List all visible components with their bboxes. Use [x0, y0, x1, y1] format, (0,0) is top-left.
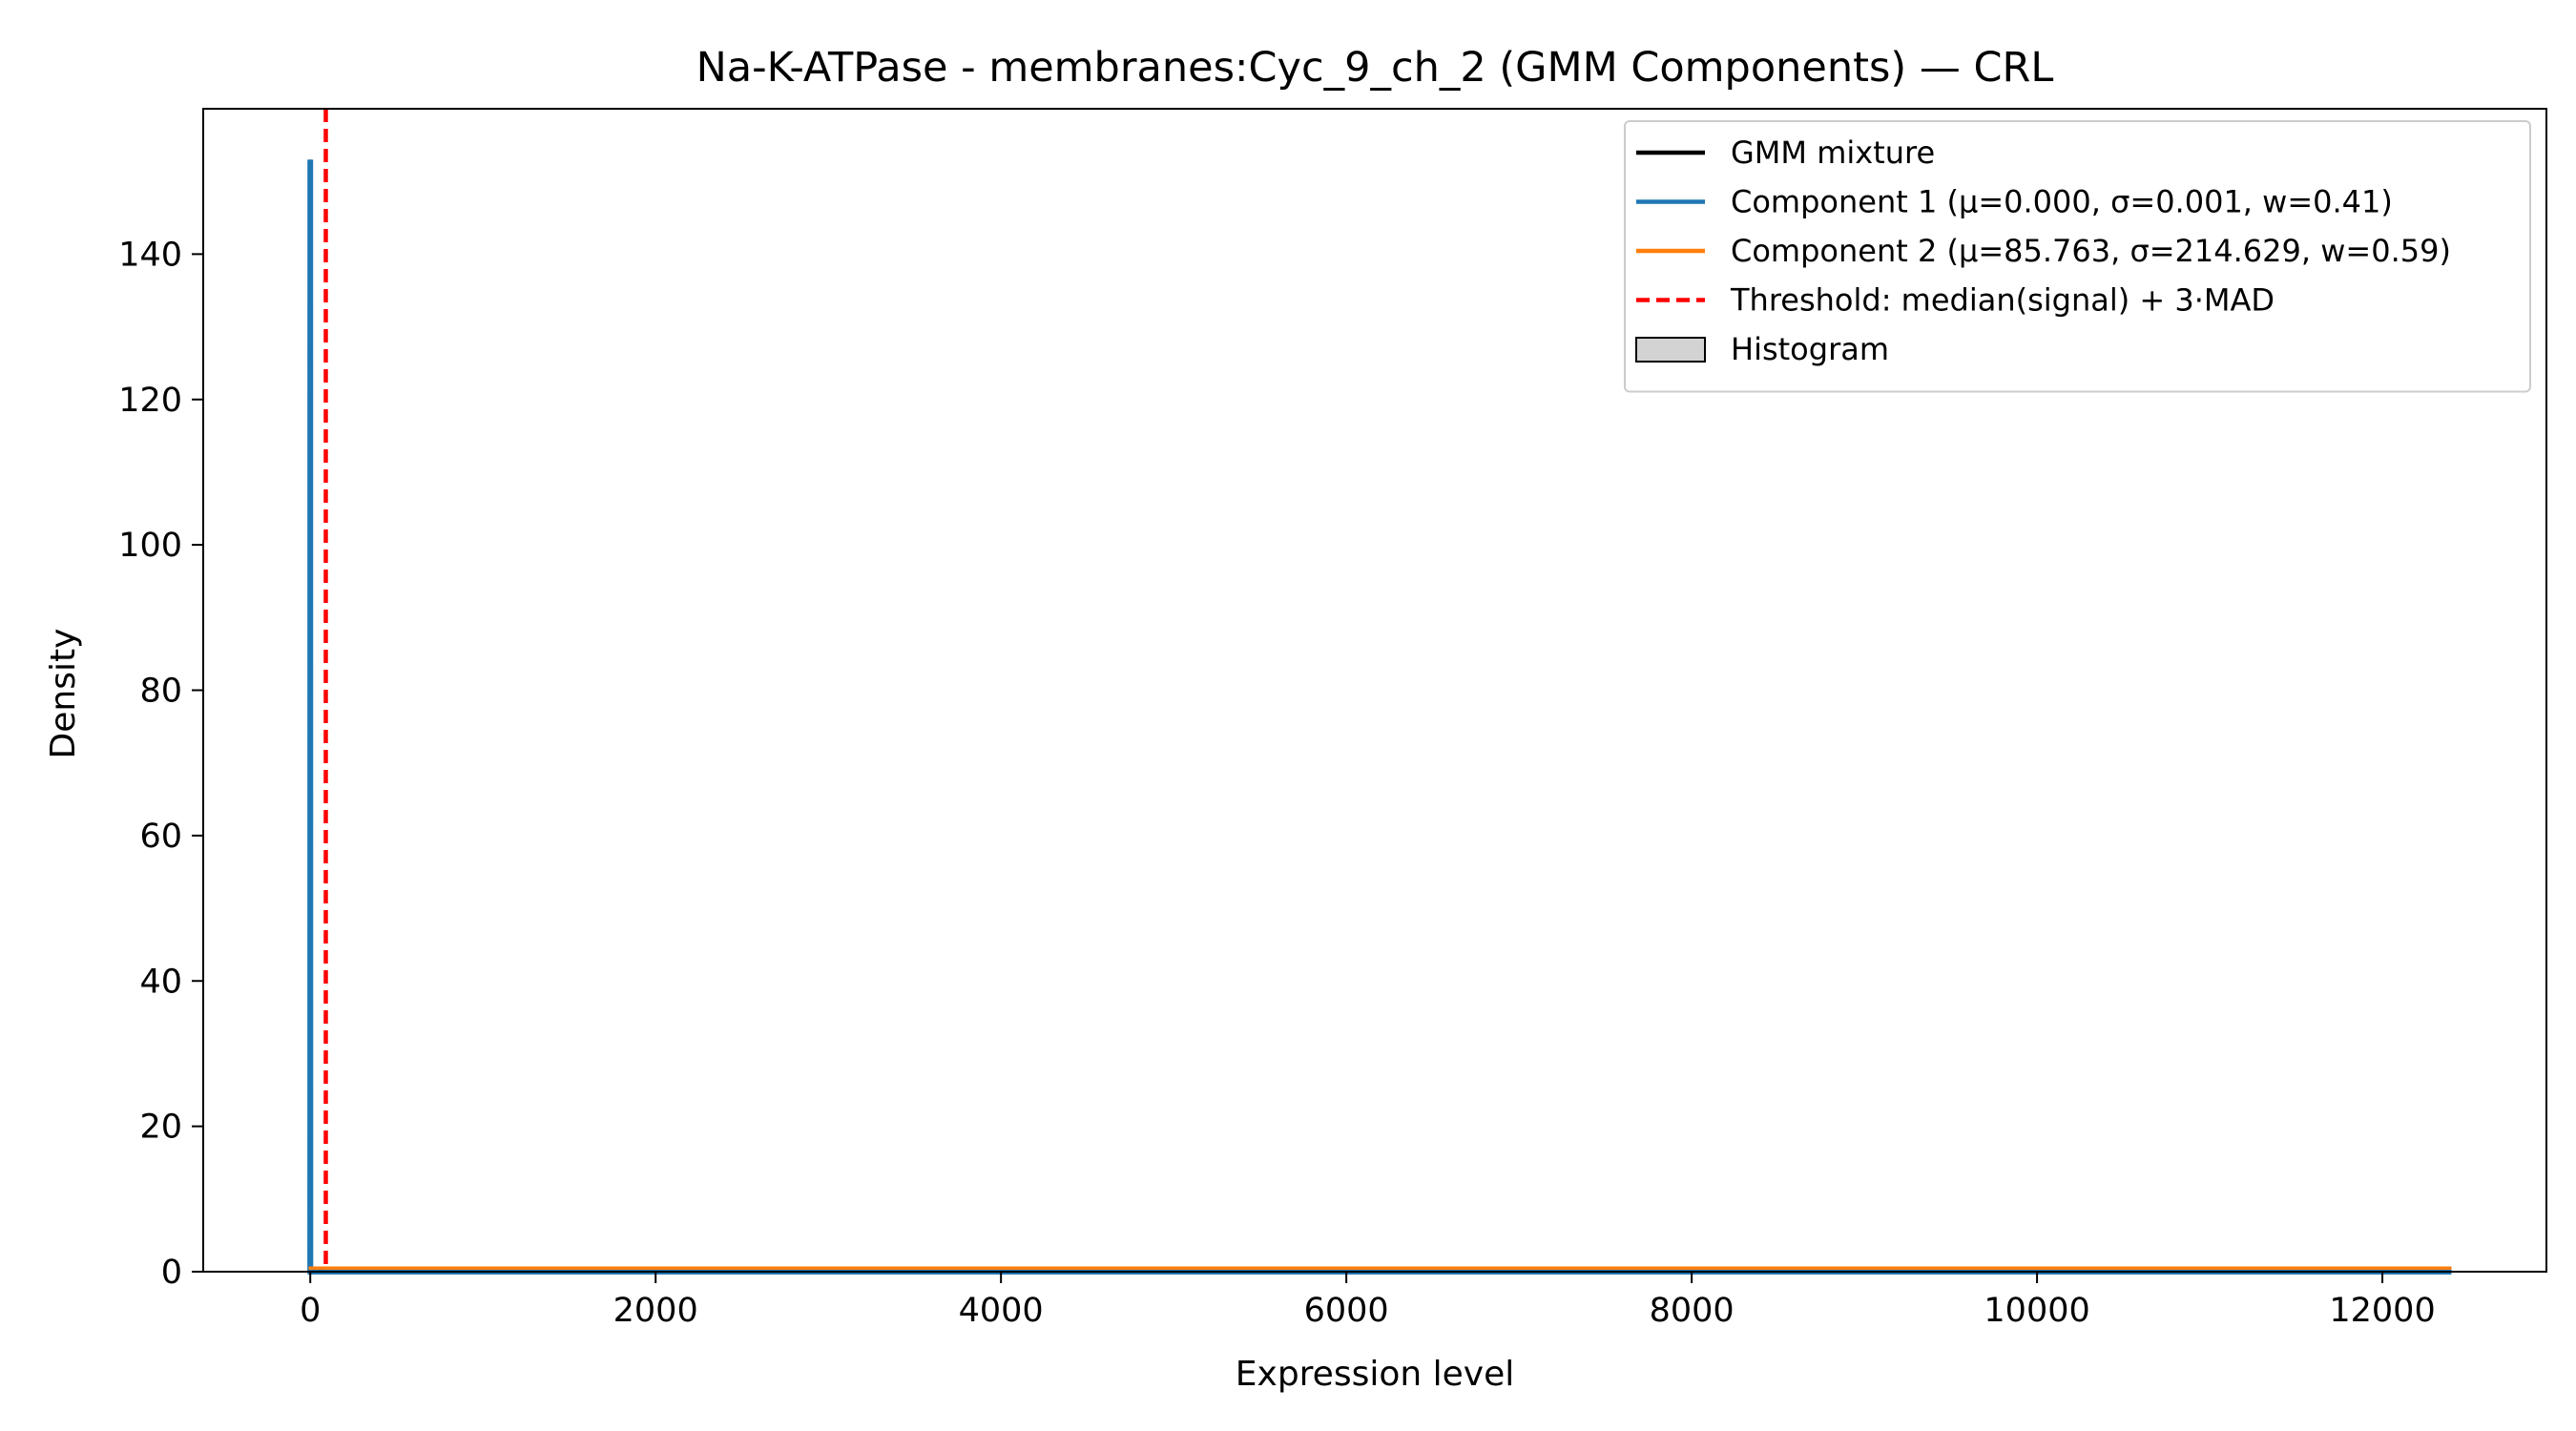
x-tick-label: 12000 — [2329, 1292, 2435, 1330]
y-tick-label: 60 — [139, 818, 182, 856]
legend-label: Component 1 (μ=0.000, σ=0.001, w=0.41) — [1731, 184, 2393, 220]
x-tick-label: 10000 — [1984, 1292, 2089, 1330]
legend-label: Histogram — [1731, 331, 1889, 367]
chart-title: Na-K-ATPase - membranes:Cyc_9_ch_2 (GMM … — [696, 44, 2054, 92]
legend-label: Component 2 (μ=85.763, σ=214.629, w=0.59… — [1731, 233, 2451, 269]
x-tick-label: 2000 — [613, 1292, 698, 1330]
y-tick-label: 80 — [139, 673, 182, 711]
x-axis-label: Expression level — [1236, 1355, 1514, 1394]
legend-box — [1624, 120, 2531, 393]
y-tick-label: 100 — [118, 527, 182, 565]
y-axis: 0 20 40 60 80 100 120 140 — [118, 236, 203, 1292]
legend-label: Threshold: median(signal) + 3·MAD — [1730, 282, 2275, 319]
legend: GMM mixture Component 1 (μ=0.000, σ=0.001… — [1624, 120, 2531, 393]
x-axis: 0 2000 4000 6000 8000 10000 12000 — [300, 1272, 2436, 1330]
legend-swatch — [1635, 337, 1706, 363]
legend-label: GMM mixture — [1731, 135, 1935, 171]
y-tick-label: 40 — [139, 963, 182, 1001]
y-tick-label: 20 — [139, 1109, 182, 1147]
y-tick-label: 140 — [118, 236, 182, 274]
x-tick-label: 0 — [300, 1292, 321, 1330]
x-tick-label: 4000 — [959, 1292, 1044, 1330]
y-tick-label: 120 — [118, 382, 182, 420]
x-tick-label: 8000 — [1650, 1292, 1735, 1330]
y-tick-label: 0 — [161, 1254, 182, 1292]
y-axis-label: Density — [44, 629, 83, 759]
x-tick-label: 6000 — [1304, 1292, 1389, 1330]
